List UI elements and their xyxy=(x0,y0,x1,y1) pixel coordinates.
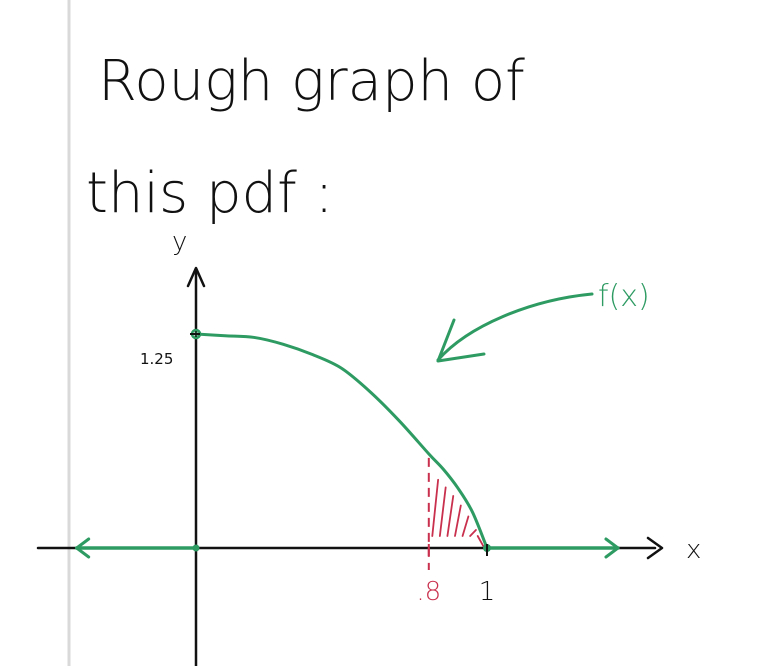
axis-ticks: 1.25 .8 1 xyxy=(140,333,496,607)
hatch-stroke xyxy=(446,495,455,537)
hatch-stroke xyxy=(454,504,462,537)
hatch-stroke xyxy=(461,515,470,537)
y-tick-label: 1.25 xyxy=(140,350,173,368)
hatch-stroke xyxy=(469,529,477,537)
note-line-1: Rough graph of xyxy=(98,49,525,114)
x-axis-label: x xyxy=(686,535,701,565)
y-axis-arrow xyxy=(186,266,206,288)
x-axis-arrow xyxy=(646,536,664,560)
x-tick-label: 1 xyxy=(479,577,496,607)
hatch-stroke xyxy=(431,478,440,537)
zero-left-arrowhead xyxy=(75,537,91,559)
x-tick-label: .8 xyxy=(416,577,441,607)
hatch-stroke xyxy=(438,486,447,537)
curve-label: f(x) xyxy=(598,279,650,314)
callout-arrow-shaft xyxy=(436,292,594,362)
callout-arrowhead xyxy=(436,318,486,363)
y-axis-label: y xyxy=(172,227,187,257)
pdf-curve xyxy=(194,332,489,550)
note-line-2: this pdf : xyxy=(86,161,333,226)
curve-callout: f(x) xyxy=(436,279,650,363)
shaded-region xyxy=(431,478,485,548)
origin-point xyxy=(192,544,200,552)
hatch-stroke xyxy=(476,535,485,548)
zero-right-arrowhead xyxy=(604,537,620,559)
